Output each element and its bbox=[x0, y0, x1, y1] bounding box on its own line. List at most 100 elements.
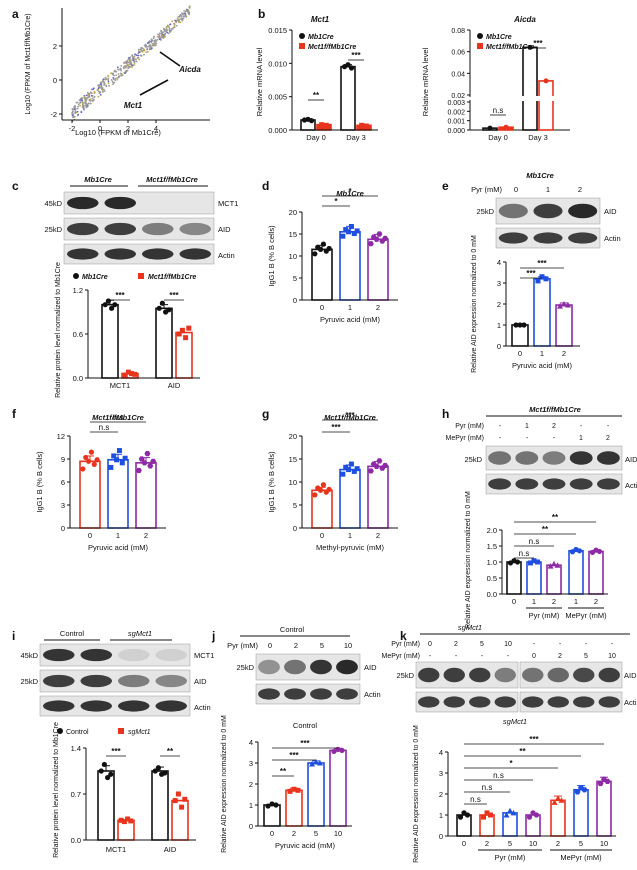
g-point bbox=[312, 492, 318, 498]
k-y-tick-label: 2 bbox=[439, 790, 443, 799]
a-point bbox=[135, 60, 138, 63]
f-point bbox=[114, 457, 120, 463]
h-point bbox=[551, 560, 557, 567]
a-point bbox=[103, 81, 105, 84]
k-mepyr-value: 10 bbox=[608, 653, 616, 660]
a-point bbox=[112, 76, 115, 79]
a-point bbox=[115, 70, 118, 73]
g-y-tick-label: 15 bbox=[289, 455, 297, 464]
d-point bbox=[343, 227, 349, 233]
j-band-label: Actin bbox=[364, 690, 381, 699]
h-group-label: MePyr (mM) bbox=[565, 611, 607, 620]
a-point bbox=[132, 64, 135, 67]
k-sig-label: n.s bbox=[470, 795, 481, 804]
h-pyr-value: 2 bbox=[552, 423, 556, 430]
panel-letter: k bbox=[400, 629, 407, 643]
a-point bbox=[146, 42, 149, 44]
i-band-label: Actin bbox=[194, 703, 211, 712]
h-bar bbox=[546, 564, 562, 595]
k-y-tick-label: 3 bbox=[439, 769, 443, 778]
a-point bbox=[132, 57, 135, 60]
a-point bbox=[175, 24, 178, 27]
a-point bbox=[143, 49, 146, 52]
c-band-label: MCT1 bbox=[218, 199, 238, 208]
a-point bbox=[118, 75, 120, 78]
a-point bbox=[80, 99, 82, 101]
a-point bbox=[133, 62, 136, 65]
a-point bbox=[146, 45, 149, 48]
g-y-tick-label: 0 bbox=[293, 524, 297, 533]
h-sig-label: ** bbox=[542, 525, 549, 534]
k-aid-right-band bbox=[573, 667, 595, 683]
i-group-label: sgMct1 bbox=[128, 629, 152, 638]
k-sig-label: ** bbox=[519, 747, 526, 756]
a-point bbox=[140, 55, 143, 57]
a-point bbox=[110, 78, 113, 81]
k-x-tick-label: 10 bbox=[529, 839, 537, 848]
b-aicda-y-label: Relative mRNA level bbox=[421, 47, 430, 116]
i-point bbox=[108, 771, 114, 777]
a-point bbox=[115, 74, 118, 77]
j-pyr-value: 2 bbox=[294, 641, 298, 650]
e-pyr-value: 2 bbox=[578, 185, 582, 194]
a-point bbox=[179, 21, 182, 24]
g-sig-label: *** bbox=[345, 411, 355, 420]
g-point bbox=[382, 462, 389, 469]
c-point bbox=[179, 327, 185, 333]
a-label-mct1: Mct1 bbox=[124, 101, 143, 110]
d-point bbox=[320, 241, 327, 247]
e-kd-label: 25kD bbox=[476, 207, 494, 216]
b-aicda-sig-label: *** bbox=[533, 39, 543, 48]
j-aid-band bbox=[310, 659, 332, 675]
b-aicda-point bbox=[487, 125, 493, 131]
g-y-tick-label: 5 bbox=[293, 501, 297, 510]
a-point bbox=[126, 64, 129, 67]
a-point bbox=[92, 87, 95, 90]
a-point bbox=[103, 88, 105, 91]
a-point bbox=[132, 59, 135, 62]
b-legend-label: Mct1f/fMb1Cre bbox=[308, 44, 356, 51]
a-point bbox=[180, 18, 183, 20]
j-y-tick-label: 3 bbox=[249, 759, 253, 768]
f-point bbox=[144, 451, 151, 457]
c-legend-marker bbox=[73, 273, 79, 279]
a-point bbox=[185, 15, 188, 18]
e-bar bbox=[555, 304, 573, 347]
c-y-tick-label: 0.0 bbox=[73, 374, 83, 383]
a-point bbox=[81, 106, 84, 108]
g-y-tick-label: 10 bbox=[289, 478, 297, 487]
j-kd-label: 25kD bbox=[236, 663, 254, 672]
h-actin-band bbox=[596, 478, 620, 490]
d-point bbox=[317, 246, 324, 252]
j-x-tick-label: 5 bbox=[314, 829, 318, 838]
a-point bbox=[137, 54, 140, 57]
j-pyr-value: 10 bbox=[344, 641, 352, 650]
a-label-aicda: Aicda bbox=[178, 65, 201, 74]
a-point bbox=[77, 105, 80, 108]
i-band-label: MCT1 bbox=[194, 651, 214, 660]
a-point bbox=[112, 72, 115, 75]
h-pyr-value: 1 bbox=[525, 423, 529, 430]
f-y-tick-label: 12 bbox=[57, 432, 65, 441]
e-x-tick-label: 0 bbox=[518, 349, 522, 358]
k-sig-label: * bbox=[509, 759, 513, 768]
a-point bbox=[124, 62, 127, 64]
h-x-tick-label: 0 bbox=[512, 597, 516, 606]
b-aicda-y-tick-label: 0.002 bbox=[447, 109, 465, 116]
a-point bbox=[158, 32, 161, 35]
f-sig-label: n.s bbox=[113, 413, 124, 422]
f-point bbox=[83, 454, 89, 461]
k-pyr-value: 10 bbox=[504, 641, 512, 648]
e-point bbox=[543, 276, 549, 282]
a-point bbox=[164, 30, 167, 33]
a-y-label: Log10 (FPKM of Mct1f/fMb1Cre) bbox=[25, 13, 32, 114]
c-point bbox=[183, 335, 189, 341]
a-point bbox=[185, 9, 188, 12]
k-actin-left-band bbox=[418, 696, 440, 708]
c-aid-band bbox=[179, 222, 211, 236]
c-point bbox=[122, 372, 128, 378]
a-point bbox=[89, 91, 92, 94]
a-point bbox=[73, 115, 76, 118]
j-bar bbox=[285, 789, 303, 827]
a-point bbox=[148, 44, 151, 47]
